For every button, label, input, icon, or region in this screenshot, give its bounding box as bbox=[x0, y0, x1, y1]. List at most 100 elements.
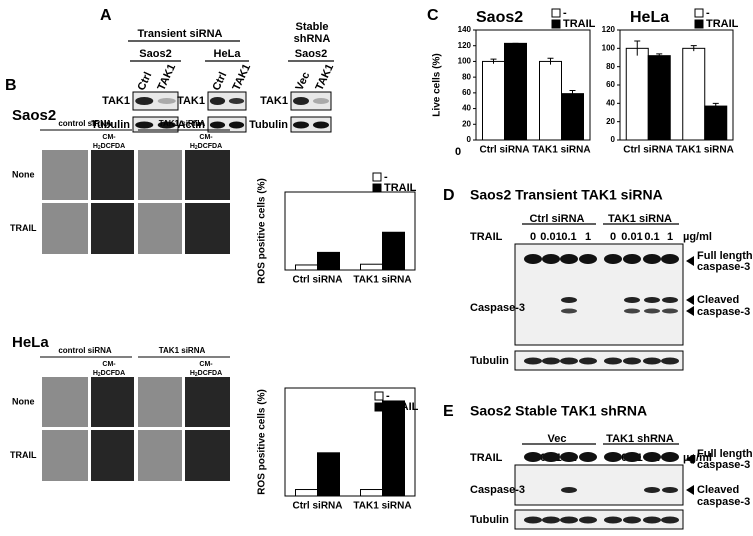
y-tick-label: 120 bbox=[602, 25, 616, 34]
x-tick-label: Ctrl siRNA bbox=[623, 145, 673, 156]
band bbox=[643, 357, 661, 365]
dose-label: 0 bbox=[610, 231, 616, 243]
row-label: Tubulin bbox=[470, 514, 509, 526]
band bbox=[662, 308, 678, 314]
column-label: TAK1 siRNA bbox=[159, 119, 206, 128]
legend-label: TRAIL bbox=[384, 182, 417, 194]
band bbox=[560, 516, 578, 524]
band bbox=[623, 516, 641, 524]
stain-label: CM- bbox=[199, 361, 213, 368]
stain-part: H bbox=[93, 370, 98, 377]
micrograph bbox=[138, 377, 182, 427]
row-label: None bbox=[12, 169, 35, 179]
row-label: TRAIL bbox=[10, 223, 37, 233]
row-label: Caspase-3 bbox=[470, 484, 525, 496]
chart-title: HeLa bbox=[630, 9, 669, 26]
y-axis-label: Live cells (%) bbox=[432, 53, 443, 116]
column-label: control siRNA bbox=[58, 346, 112, 355]
row-label: TAK1 bbox=[102, 95, 130, 107]
stain-label: H2DCFDA bbox=[93, 370, 125, 378]
band bbox=[524, 516, 542, 524]
micrograph bbox=[91, 203, 134, 254]
blot bbox=[514, 464, 684, 506]
treatment-label: TRAIL bbox=[470, 231, 503, 243]
legend-label: TRAIL bbox=[563, 18, 596, 30]
y-tick-label: 20 bbox=[606, 117, 615, 126]
panel-letter: C bbox=[427, 7, 439, 24]
y-axis-label: ROS positive cells (%) bbox=[257, 178, 268, 284]
arrow bbox=[686, 256, 694, 266]
blot bbox=[132, 91, 179, 111]
dose-label: 1 bbox=[585, 231, 591, 243]
stain-sub: 2 bbox=[98, 372, 101, 378]
band bbox=[560, 452, 578, 462]
y-axis-label: ROS positive cells (%) bbox=[257, 389, 268, 495]
bar bbox=[561, 93, 584, 141]
band bbox=[524, 452, 542, 462]
row-label: Caspase-3 bbox=[470, 302, 525, 314]
band bbox=[644, 308, 660, 314]
panel-letter: D bbox=[443, 187, 455, 204]
legend-swatch bbox=[694, 19, 704, 29]
row-label: Tubulin bbox=[249, 119, 288, 131]
band bbox=[604, 452, 622, 462]
band bbox=[579, 452, 597, 462]
lane-label: TAK1 bbox=[230, 62, 253, 92]
bar bbox=[317, 251, 340, 271]
row-label: Tubulin bbox=[470, 355, 509, 367]
stray-label: 0 bbox=[455, 146, 461, 158]
stain-label: CM- bbox=[102, 134, 116, 141]
bar bbox=[360, 489, 383, 497]
micrograph bbox=[42, 377, 88, 427]
band bbox=[157, 98, 176, 104]
micrograph bbox=[185, 430, 230, 481]
band bbox=[542, 357, 560, 365]
band-label: Full length bbox=[697, 250, 753, 262]
group-label: TAK1 shRNA bbox=[606, 433, 674, 445]
row-label: None bbox=[12, 396, 35, 406]
band bbox=[604, 357, 622, 365]
plot-frame bbox=[475, 29, 591, 141]
legend-swatch bbox=[372, 172, 382, 182]
bar bbox=[625, 47, 649, 141]
band bbox=[209, 121, 226, 129]
band bbox=[561, 297, 577, 303]
cell-label: HeLa bbox=[12, 334, 49, 351]
stain-label: CM- bbox=[102, 361, 116, 368]
y-tick-label: 60 bbox=[606, 80, 615, 89]
stain-part: DCFDA bbox=[101, 143, 126, 150]
band bbox=[560, 254, 578, 264]
bar bbox=[295, 264, 318, 271]
y-tick-label: 80 bbox=[606, 62, 615, 71]
bar bbox=[504, 42, 527, 141]
x-tick-label: Ctrl siRNA bbox=[292, 275, 342, 286]
band bbox=[661, 357, 679, 365]
x-tick-label: Ctrl siRNA bbox=[292, 501, 342, 512]
band bbox=[644, 487, 660, 493]
lane-label: Ctrl bbox=[135, 70, 154, 92]
legend-label: TRAIL bbox=[386, 401, 419, 413]
arrow bbox=[686, 306, 694, 316]
error-bar bbox=[547, 57, 554, 65]
micrograph bbox=[42, 430, 88, 481]
band bbox=[560, 357, 578, 365]
band bbox=[228, 98, 245, 104]
band bbox=[643, 254, 661, 264]
row-label: TAK1 bbox=[177, 95, 205, 107]
band bbox=[524, 357, 542, 365]
micrograph bbox=[42, 150, 88, 200]
dose-label: 0 bbox=[530, 231, 536, 243]
dose-label: 1 bbox=[667, 231, 673, 243]
bar bbox=[382, 400, 405, 497]
band bbox=[604, 516, 622, 524]
error-bar bbox=[490, 58, 497, 64]
bar bbox=[382, 231, 405, 271]
micrograph bbox=[91, 430, 134, 481]
legend-label: - bbox=[563, 7, 567, 19]
bar bbox=[360, 263, 383, 271]
row-label: Actin bbox=[178, 119, 206, 131]
stain-part: H bbox=[190, 370, 195, 377]
cell-label: Saos2 bbox=[139, 48, 171, 60]
y-tick-label: 140 bbox=[458, 25, 472, 34]
